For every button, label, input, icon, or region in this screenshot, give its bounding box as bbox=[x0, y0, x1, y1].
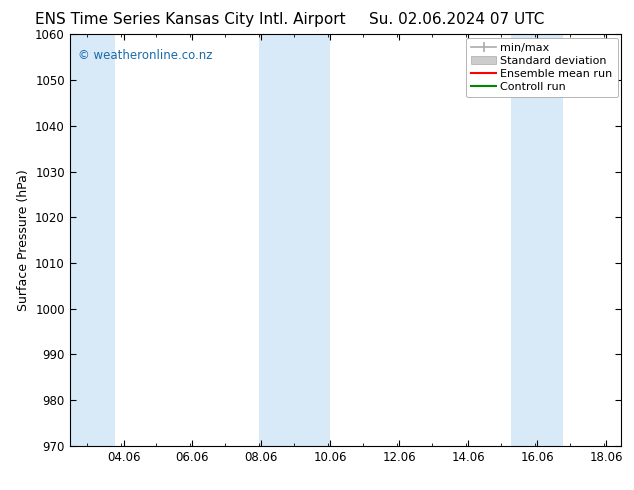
Text: ENS Time Series Kansas City Intl. Airport: ENS Time Series Kansas City Intl. Airpor… bbox=[35, 12, 346, 27]
Bar bbox=[70, 34, 115, 446]
Bar bbox=[259, 34, 330, 446]
Text: © weatheronline.co.nz: © weatheronline.co.nz bbox=[78, 49, 212, 62]
Legend: min/max, Standard deviation, Ensemble mean run, Controll run: min/max, Standard deviation, Ensemble me… bbox=[466, 38, 618, 97]
Bar bbox=[511, 34, 563, 446]
Y-axis label: Surface Pressure (hPa): Surface Pressure (hPa) bbox=[16, 169, 30, 311]
Text: Su. 02.06.2024 07 UTC: Su. 02.06.2024 07 UTC bbox=[369, 12, 544, 27]
